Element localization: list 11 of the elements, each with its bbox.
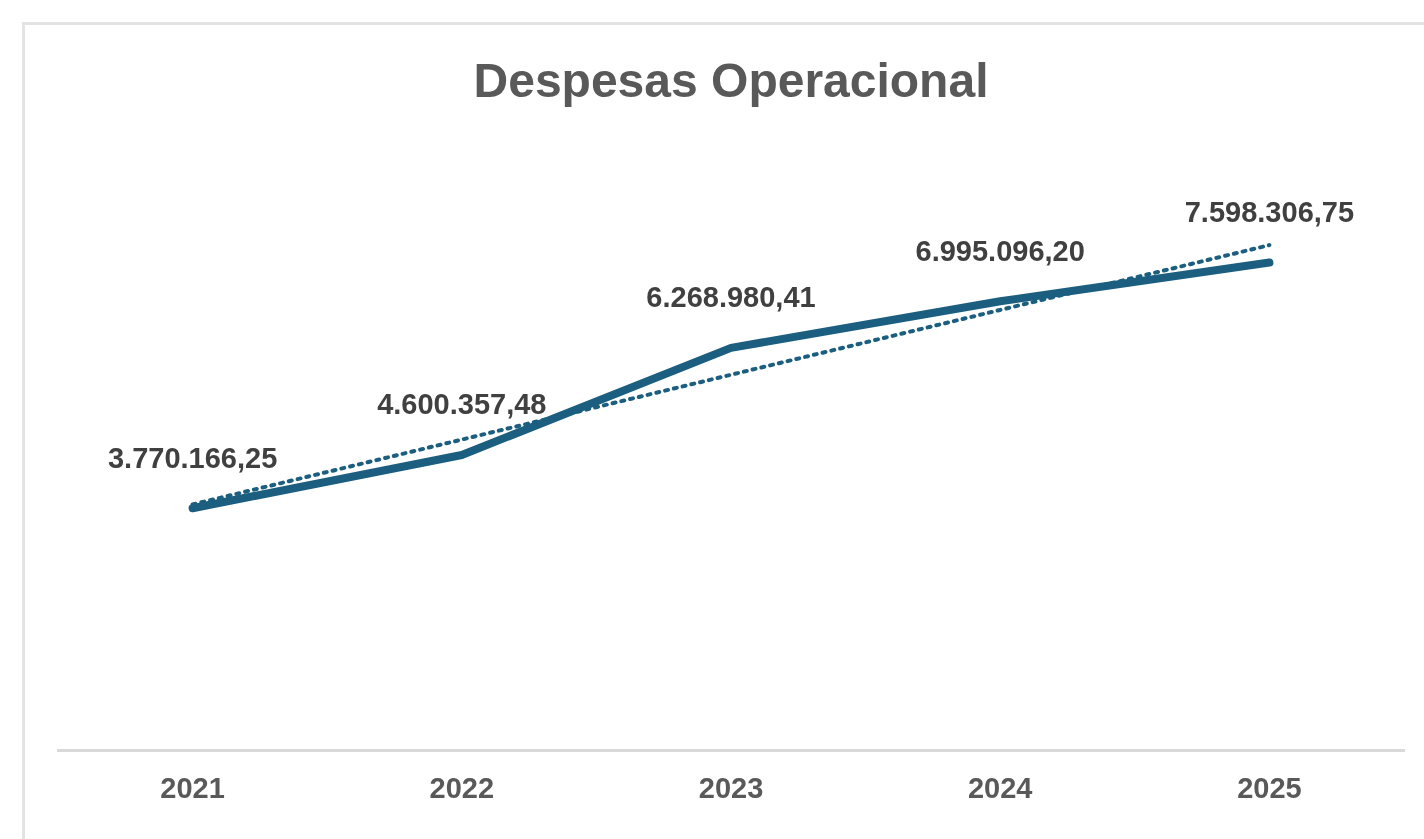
x-tick-label: 2025 xyxy=(1237,771,1302,804)
data-label: 7.598.306,75 xyxy=(1184,196,1355,229)
x-tick-label: 2024 xyxy=(967,771,1033,804)
data-label: 6.268.980,41 xyxy=(646,281,816,314)
x-tick-label: 2021 xyxy=(160,771,225,804)
data-label: 6.995.096,20 xyxy=(915,234,1085,267)
x-tick-label: 2022 xyxy=(429,771,495,804)
x-tick-label: 2023 xyxy=(698,771,764,804)
chart-title: Despesas Operacional xyxy=(473,54,989,108)
data-label: 4.600.357,48 xyxy=(377,388,547,421)
data-label: 3.770.166,25 xyxy=(107,441,278,474)
